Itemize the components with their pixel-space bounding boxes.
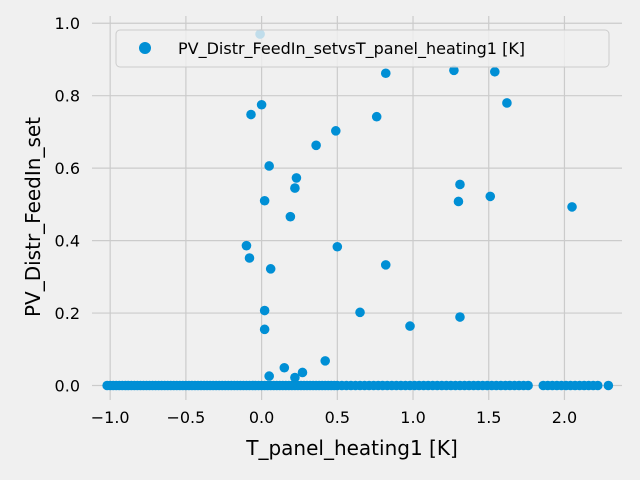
data-point — [320, 356, 331, 366]
data-point — [259, 324, 270, 335]
y-tick-label: 0.8 — [55, 87, 80, 106]
data-point — [485, 191, 496, 202]
y-tick-label: 0.4 — [55, 232, 80, 251]
data-point — [290, 183, 300, 193]
data-point — [371, 111, 382, 122]
y-tick-label: 1.0 — [55, 14, 80, 33]
data-point — [246, 109, 256, 120]
legend-box — [115, 29, 610, 68]
data-point — [265, 264, 276, 274]
data-point — [490, 66, 500, 77]
data-point — [567, 202, 577, 212]
y-tick-label: 0.2 — [55, 304, 80, 323]
data-point — [455, 312, 465, 322]
data-point — [380, 260, 391, 270]
data-point — [332, 241, 343, 252]
data-point — [453, 196, 464, 207]
x-axis-label: T_panel_heating1 [K] — [245, 436, 458, 460]
data-point — [523, 380, 533, 391]
data-point — [259, 305, 270, 316]
data-point — [241, 240, 252, 251]
legend-label: PV_Distr_FeedIn_setvsT_panel_heating1 [K… — [178, 39, 525, 59]
data-point — [331, 126, 341, 136]
legend: PV_Distr_FeedIn_setvsT_panel_heating1 [K… — [115, 29, 610, 68]
data-point — [290, 372, 300, 383]
data-point — [603, 380, 614, 391]
x-tick-label: −0.5 — [166, 408, 205, 427]
data-point — [355, 307, 365, 318]
y-tick-label: 0.0 — [55, 377, 80, 396]
data-point — [592, 380, 603, 391]
data-point — [264, 161, 274, 171]
data-point — [264, 371, 274, 381]
data-point — [291, 173, 302, 183]
data-point — [455, 179, 465, 190]
data-point — [256, 99, 267, 110]
data-point — [502, 98, 512, 108]
data-point — [279, 362, 290, 373]
data-point — [405, 321, 415, 331]
data-points — [102, 29, 614, 391]
data-point — [297, 367, 308, 378]
data-point — [244, 253, 255, 263]
y-tick-labels: 0.0 0.2 0.4 0.6 0.8 1.0 — [55, 14, 80, 395]
plot-area — [92, 16, 622, 400]
x-tick-label: 0.5 — [325, 408, 350, 427]
x-tick-label: 2.0 — [552, 408, 577, 427]
x-tick-label: −1.0 — [91, 408, 130, 427]
x-tick-label: 1.5 — [476, 408, 501, 427]
data-point — [449, 65, 459, 76]
data-point — [259, 195, 270, 206]
legend-marker — [139, 42, 151, 54]
data-point — [285, 211, 296, 222]
data-point — [311, 140, 321, 151]
data-point — [380, 68, 391, 79]
y-tick-label: 0.6 — [55, 159, 80, 178]
x-tick-labels: −1.0 −0.5 0.0 0.5 1.0 1.5 2.0 — [91, 408, 577, 427]
y-axis-label: PV_Distr_FeedIn_set — [21, 117, 45, 317]
x-tick-label: 1.0 — [400, 408, 425, 427]
x-tick-label: 0.0 — [249, 408, 274, 427]
